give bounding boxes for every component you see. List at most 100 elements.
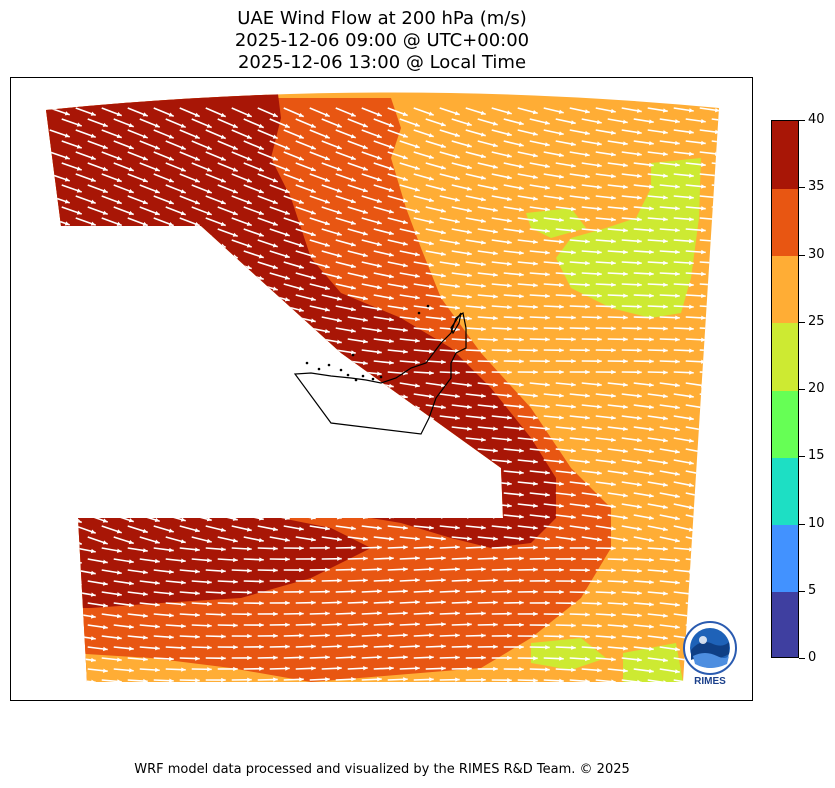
wind-vector-head (480, 175, 486, 180)
wind-vector-head (480, 240, 486, 245)
wind-vector (153, 349, 174, 357)
wind-vector-head (689, 370, 694, 375)
wind-vector-head (715, 370, 719, 376)
wind-vector (217, 426, 238, 434)
wind-vector-head (64, 464, 70, 469)
wind-vector-head (519, 359, 524, 364)
wind-vector-head (545, 448, 550, 453)
wind-vector-head (194, 156, 200, 161)
wind-vector (257, 437, 278, 444)
wind-vector-head (272, 505, 278, 510)
wind-vector-head (284, 297, 290, 302)
wind-vector-head (688, 108, 694, 113)
wind-vector-head (533, 525, 538, 530)
wind-vector-head (559, 261, 564, 266)
wind-vector-head (220, 221, 226, 226)
wind-vector (726, 614, 746, 618)
wind-vector-head (545, 622, 550, 628)
wind-vector (243, 316, 264, 324)
wind-vector-head (142, 374, 148, 379)
wind-vector (205, 503, 226, 510)
wind-vector-head (649, 315, 654, 320)
wind-vector-head (727, 539, 732, 543)
wind-vector (257, 371, 278, 377)
wind-vector-head (76, 496, 82, 501)
wind-vector-head (180, 298, 186, 303)
field-20-25-south (531, 638, 606, 670)
wind-vector-head (493, 600, 498, 605)
wind-vector-head (310, 275, 316, 280)
wind-vector-head (232, 341, 238, 346)
wind-vector-head (351, 611, 356, 616)
wind-vector-head (142, 156, 148, 161)
wind-vector-head (689, 238, 694, 244)
wind-vector-head (102, 276, 108, 281)
wind-vector-head (441, 492, 446, 497)
wind-vector (451, 470, 472, 474)
wind-vector-head (571, 667, 576, 673)
wind-vector-head (90, 374, 96, 379)
wind-vector-head (467, 600, 472, 605)
wind-vector-head (128, 496, 134, 501)
wind-vector-head (493, 578, 498, 583)
wind-vector-head (180, 495, 186, 500)
wind-vector (399, 426, 420, 431)
wind-vector (217, 338, 238, 346)
wind-vector-head (284, 407, 290, 412)
wind-vector-head (272, 308, 278, 313)
wind-vector-head (440, 404, 446, 410)
wind-vector-head (558, 174, 564, 179)
wind-vector-head (102, 341, 108, 347)
wind-vector-head (701, 315, 706, 320)
wind-vector-head (362, 144, 368, 149)
musandam-outline (450, 312, 462, 335)
wind-vector-head (648, 141, 654, 146)
title-line-2: 2025-12-06 09:00 @ UTC+00:00 (234, 30, 530, 51)
wind-vector-head (648, 426, 654, 432)
wind-vector-head (259, 601, 264, 606)
logo-text: RIMES (694, 676, 726, 687)
wind-vector-head (272, 156, 278, 161)
wind-vector-head (637, 348, 642, 353)
wind-vector-head (76, 363, 82, 368)
wind-vector-head (596, 515, 602, 520)
wind-vector-head (440, 122, 446, 127)
wind-vector-head (246, 505, 252, 510)
wind-vector-head (637, 260, 642, 266)
wind-vector-head (64, 486, 70, 491)
wind-vector-head (688, 460, 694, 465)
wind-vector-head (363, 600, 368, 605)
wind-vector-head (611, 348, 616, 353)
wind-vector-head (169, 656, 174, 662)
wind-vector-head (637, 613, 642, 618)
wind-vector-head (64, 199, 70, 204)
wind-vector-head (493, 666, 498, 672)
wind-vector-head (259, 557, 264, 562)
wind-vector (321, 470, 342, 476)
wind-vector-head (428, 262, 434, 267)
wind-vector-head (324, 504, 330, 509)
wind-vector-head (181, 558, 186, 563)
wind-vector-head (102, 254, 108, 259)
wind-vector (321, 448, 342, 454)
wind-vector-head (467, 316, 472, 321)
wind-vector-head (350, 395, 356, 400)
wind-vector-head (310, 145, 316, 150)
wind-vector-head (324, 134, 330, 139)
wind-vector (61, 294, 82, 303)
wind-vector (711, 602, 719, 607)
wind-vector-head (596, 537, 602, 542)
wind-vector-head (324, 460, 330, 466)
wind-vector-head (363, 622, 368, 627)
wind-vector-head (402, 416, 408, 421)
wind-vector-head (571, 228, 576, 233)
wind-vector-head (611, 679, 616, 682)
wind-vector-head (415, 536, 420, 541)
wind-vector-head (351, 567, 356, 572)
wind-vector-head (585, 437, 590, 442)
wind-vector-head (518, 164, 524, 169)
colorbar-tick-label: 10 (808, 516, 825, 531)
wind-vector-head (102, 166, 108, 171)
wind-vector (726, 306, 746, 308)
wind-vector (191, 470, 212, 478)
